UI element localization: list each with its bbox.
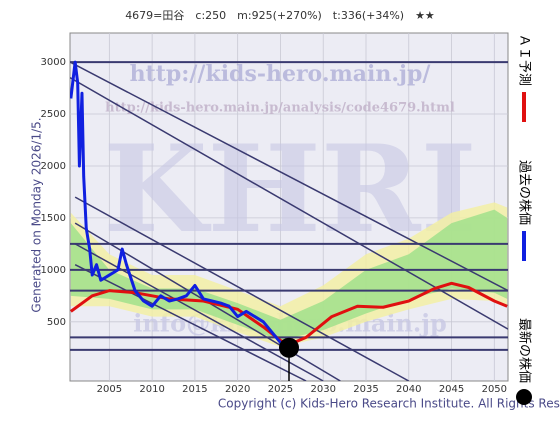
y-tick-label: 500	[47, 317, 66, 328]
x-tick-label: 2040	[396, 384, 421, 395]
forecast-band	[70, 202, 508, 347]
trend-line	[74, 196, 410, 381]
trend-line	[70, 61, 508, 292]
x-tick-label: 2050	[482, 384, 507, 395]
series-line	[70, 60, 288, 349]
chart-title: 4679=田谷 c:250 m:925(+270%) t:336(+34%) ★…	[125, 9, 435, 22]
trend-line	[74, 263, 307, 381]
x-tick-label: 2035	[353, 384, 378, 395]
y-tick-label: 2000	[41, 161, 66, 172]
x-tick-label: 2045	[439, 384, 464, 395]
legend-label: 過去の株価	[517, 160, 532, 225]
side-note: Generated on Monday 2026/1/5.	[30, 117, 44, 312]
legend-label: 最新の株価	[517, 318, 533, 383]
footer: Copyright (c) Kids-Hero Research Institu…	[218, 397, 560, 411]
plot: http://kids-hero.main.jp/http://kids-her…	[70, 33, 508, 381]
x-tick-label: 2005	[97, 384, 122, 395]
trend-line	[74, 243, 324, 381]
y-tick-label: 1500	[41, 213, 66, 224]
y-tick-label: 1000	[41, 265, 66, 276]
legend-swatch	[516, 389, 532, 406]
legend-label: ＡＩ予測	[517, 34, 532, 86]
latest-point	[279, 337, 299, 358]
x-tick-label: 2020	[225, 384, 250, 395]
y-tick-label: 3000	[41, 57, 66, 68]
watermark: http://kids-hero.main.jp/analysis/code46…	[105, 101, 455, 116]
y-tick-label: 2500	[41, 109, 66, 120]
watermark: http://kids-hero.main.jp/	[130, 61, 432, 87]
x-tick-label: 2030	[310, 384, 335, 395]
x-tick-label: 2025	[268, 384, 293, 395]
forecast-band	[70, 209, 508, 341]
x-tick-label: 2015	[182, 384, 207, 395]
series-line	[70, 281, 508, 347]
x-tick-label: 2010	[139, 384, 164, 395]
